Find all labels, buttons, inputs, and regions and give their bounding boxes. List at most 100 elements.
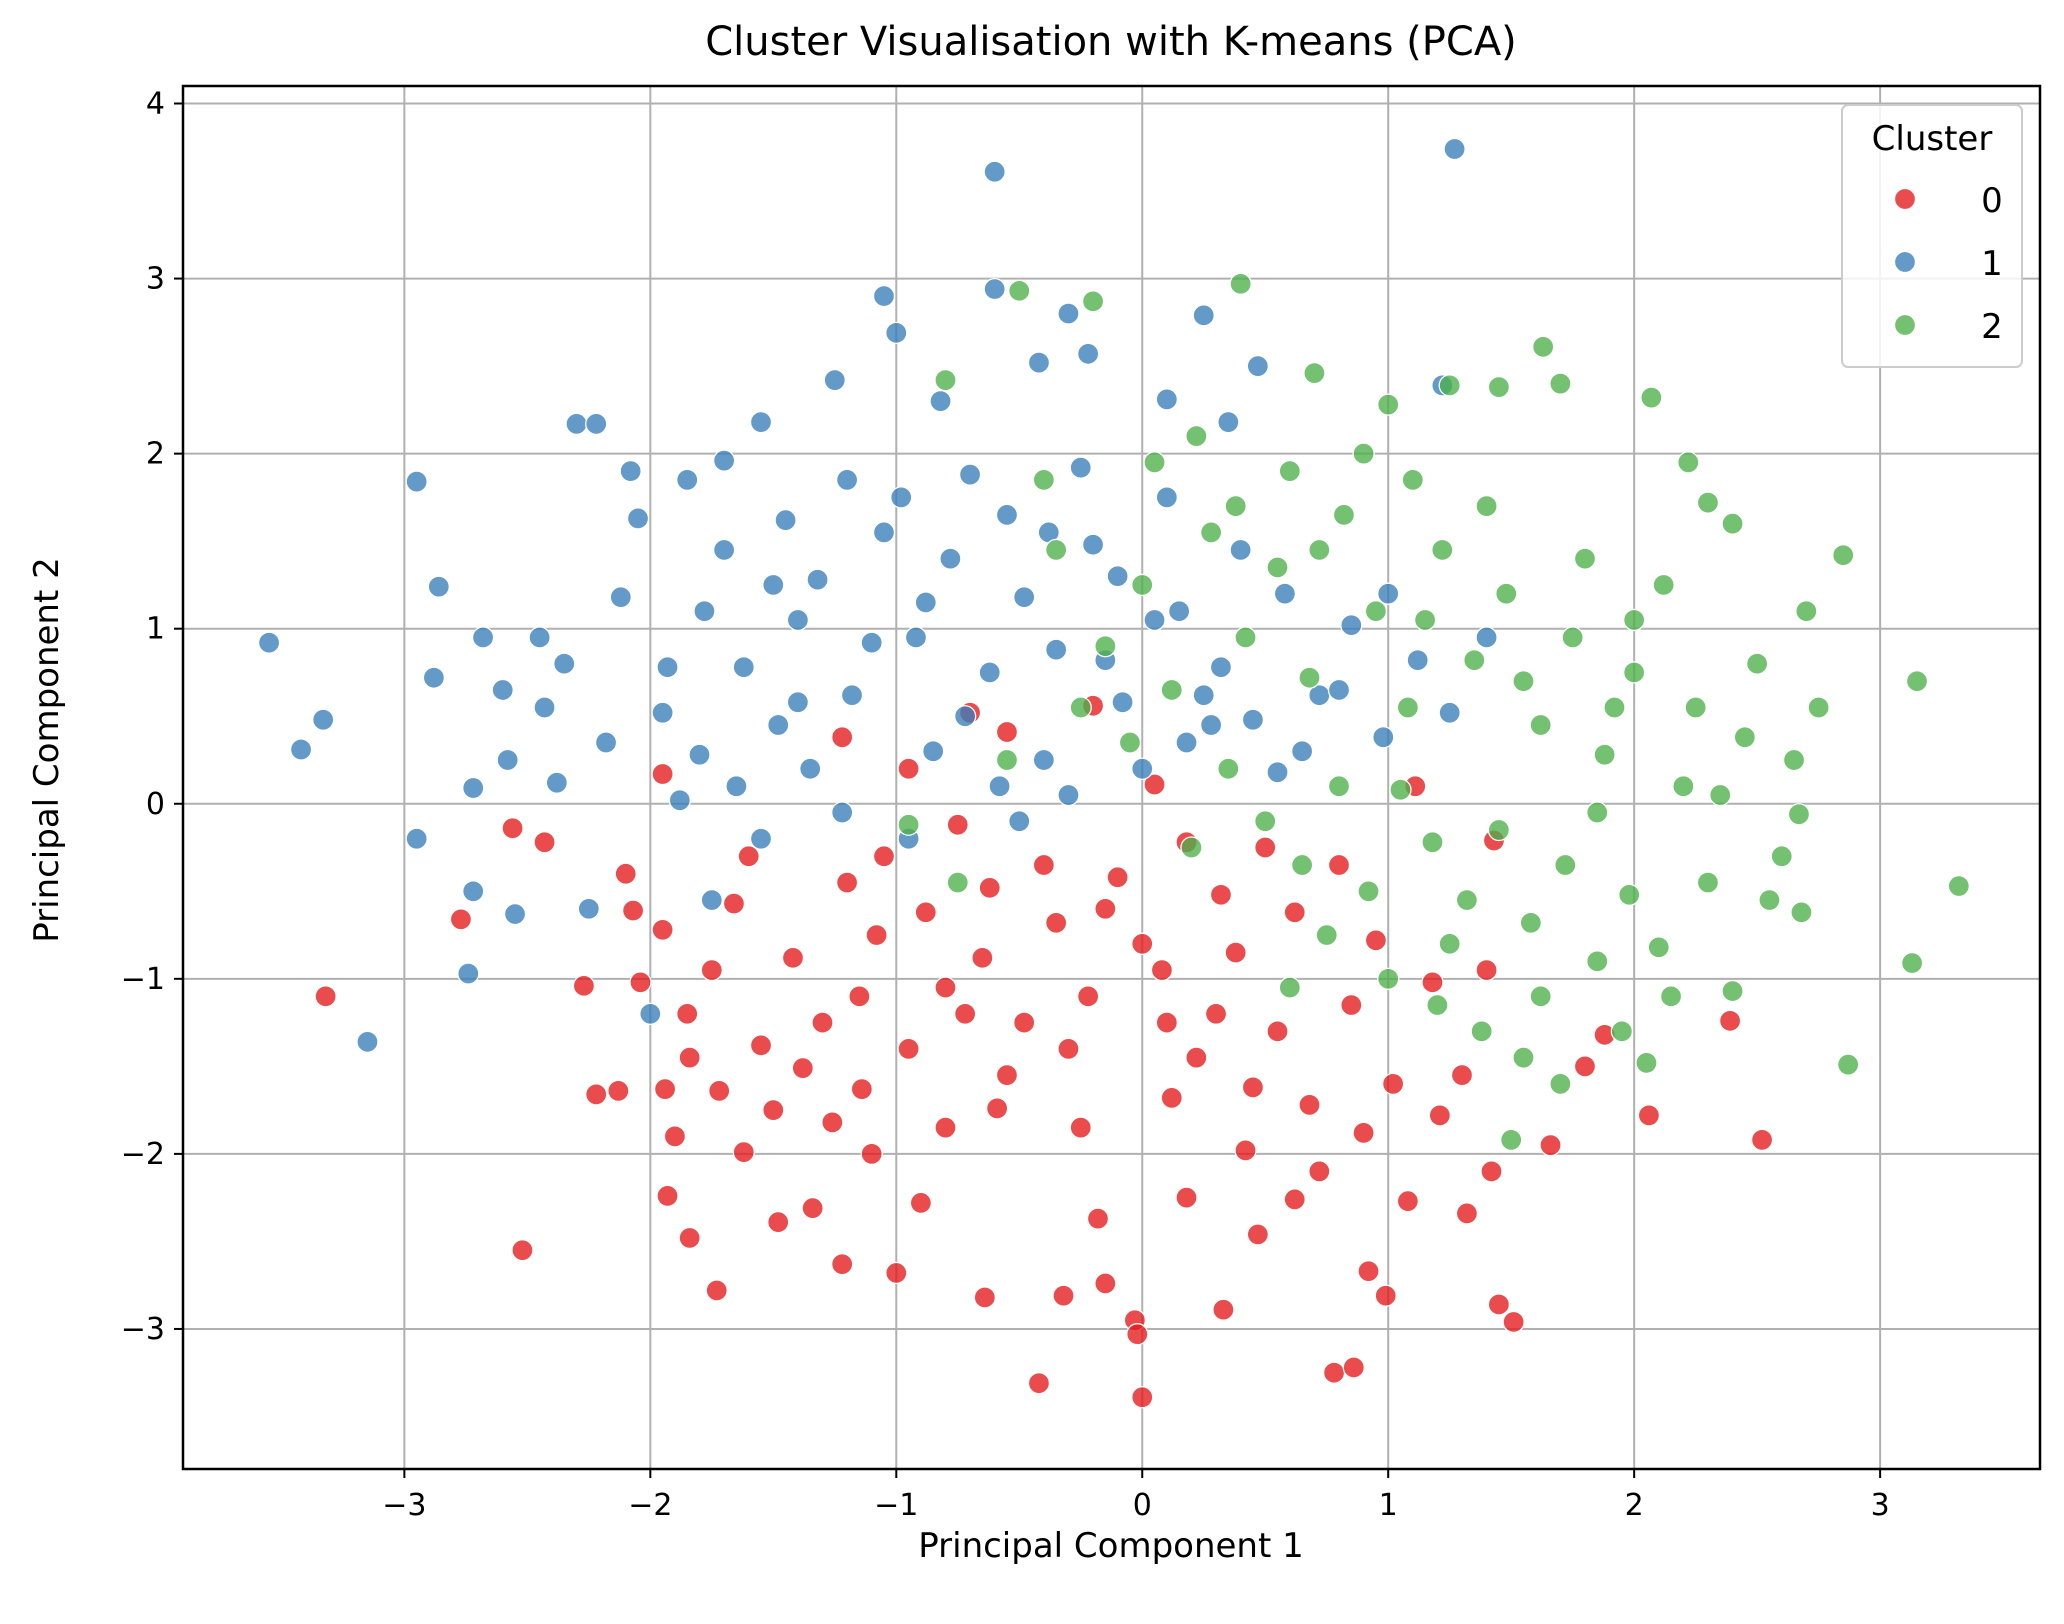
series-0 [314,694,1774,1409]
data-point-cluster-1 [995,503,1019,527]
x-tick-label: 2 [1625,1488,1644,1523]
data-point-cluster-0 [629,971,652,994]
plot-area-frame [181,84,2042,1471]
data-point-cluster-0 [811,1011,834,1034]
data-point-cluster-0 [737,845,760,868]
data-point-cluster-0 [946,813,969,836]
data-point-cluster-0 [1308,1160,1331,1183]
data-point-cluster-2 [1672,775,1695,798]
data-point-cluster-0 [1573,1055,1597,1078]
y-tick-label: −1 [121,962,165,997]
data-point-cluster-2 [1721,512,1744,535]
data-point-cluster-2 [1635,1051,1658,1075]
data-point-cluster-1 [668,789,691,812]
data-point-cluster-2 [1377,393,1400,416]
data-point-cluster-0 [831,726,854,749]
data-point-cluster-1 [533,696,556,719]
data-point-cluster-1 [1155,388,1178,411]
data-point-cluster-2 [1069,696,1092,719]
data-point-cluster-0 [1185,1046,1208,1069]
x-tick-label: 3 [1871,1488,1890,1523]
data-point-cluster-2 [1426,993,1449,1017]
data-point-cluster-1 [786,608,810,632]
data-point-cluster-1 [651,701,674,724]
data-point-cluster-2 [1455,888,1479,912]
y-tick-label: 0 [146,787,165,822]
data-point-cluster-1 [639,1002,662,1025]
data-point-cluster-2 [1758,888,1781,912]
data-point-cluster-1 [1175,731,1198,754]
data-point-cluster-2 [897,813,920,836]
data-point-cluster-2 [1463,649,1486,672]
data-point-cluster-2 [1529,713,1552,737]
data-point-cluster-2 [1487,375,1511,399]
data-point-cluster-0 [1327,853,1351,877]
data-point-cluster-2 [1081,290,1105,313]
data-point-cluster-0 [791,1056,814,1080]
data-point-cluster-0 [1027,1372,1051,1395]
data-point-cluster-2 [1554,853,1577,877]
data-point-cluster-0 [572,974,596,997]
data-point-cluster-2 [1623,661,1646,684]
data-point-cluster-0 [511,1239,534,1262]
data-point-cluster-0 [801,1197,824,1220]
data-point-cluster-2 [1234,626,1257,649]
data-point-cluster-0 [831,1253,854,1276]
data-point-cluster-0 [651,762,674,786]
data-point-cluster-0 [678,1046,701,1069]
data-point-cluster-2 [1696,871,1720,894]
data-point-cluster-1 [471,626,495,649]
data-point-cluster-2 [1586,950,1609,973]
data-point-cluster-1 [1372,726,1395,749]
data-point-cluster-1 [939,547,962,570]
data-point-cluster-2 [1573,547,1597,570]
data-point-cluster-0 [1364,929,1388,952]
data-point-cluster-0 [1750,1128,1774,1152]
data-point-cluster-0 [1396,1190,1420,1213]
data-point-cluster-1 [577,897,600,920]
data-point-cluster-0 [897,757,920,780]
data-point-cluster-1 [988,775,1011,798]
data-point-cluster-0 [835,871,859,894]
data-point-cluster-0 [1381,1072,1405,1096]
data-point-cluster-2 [1217,757,1240,780]
data-point-cluster-1 [594,731,618,754]
data-point-cluster-0 [1455,1202,1479,1225]
data-point-cluster-1 [1167,600,1191,623]
data-point-cluster-0 [732,1140,755,1164]
data-point-cluster-0 [1032,853,1056,877]
data-point-cluster-1 [1111,691,1134,714]
data-point-cluster-1 [405,470,428,493]
data-point-cluster-1 [609,586,632,609]
data-point-cluster-0 [1322,1361,1346,1384]
data-point-cluster-0 [978,876,1001,899]
legend-marker-0 [1893,187,1917,211]
data-point-cluster-2 [1298,666,1321,689]
data-point-cluster-2 [1721,979,1744,1003]
data-point-cluster-1 [1406,649,1429,672]
data-point-cluster-0 [676,1002,699,1025]
data-point-cluster-2 [1549,372,1572,395]
data-point-cluster-0 [678,1226,701,1250]
data-point-cluster-1 [1475,626,1498,649]
data-point-cluster-2 [1431,538,1454,562]
data-point-cluster-2 [1677,451,1700,474]
data-point-cluster-1 [954,705,977,728]
data-point-cluster-0 [1342,1356,1365,1379]
data-point-cluster-0 [1475,958,1498,982]
data-point-cluster-1 [890,486,913,509]
data-point-cluster-2 [1224,495,1247,518]
data-point-cluster-2 [934,368,957,392]
y-tick-label: 4 [146,87,165,122]
data-point-cluster-0 [865,923,888,947]
data-point-cluster-1 [712,538,736,562]
data-point-cluster-1 [725,775,748,798]
legend-entries: 0 1 2 [1893,181,2003,347]
data-point-cluster-0 [621,899,645,922]
grid-lines [183,86,2040,1469]
data-point-cluster-1 [585,412,608,436]
data-point-cluster-2 [1500,1128,1523,1152]
data-point-cluster-0 [533,831,556,854]
data-point-cluster-0 [971,946,994,969]
